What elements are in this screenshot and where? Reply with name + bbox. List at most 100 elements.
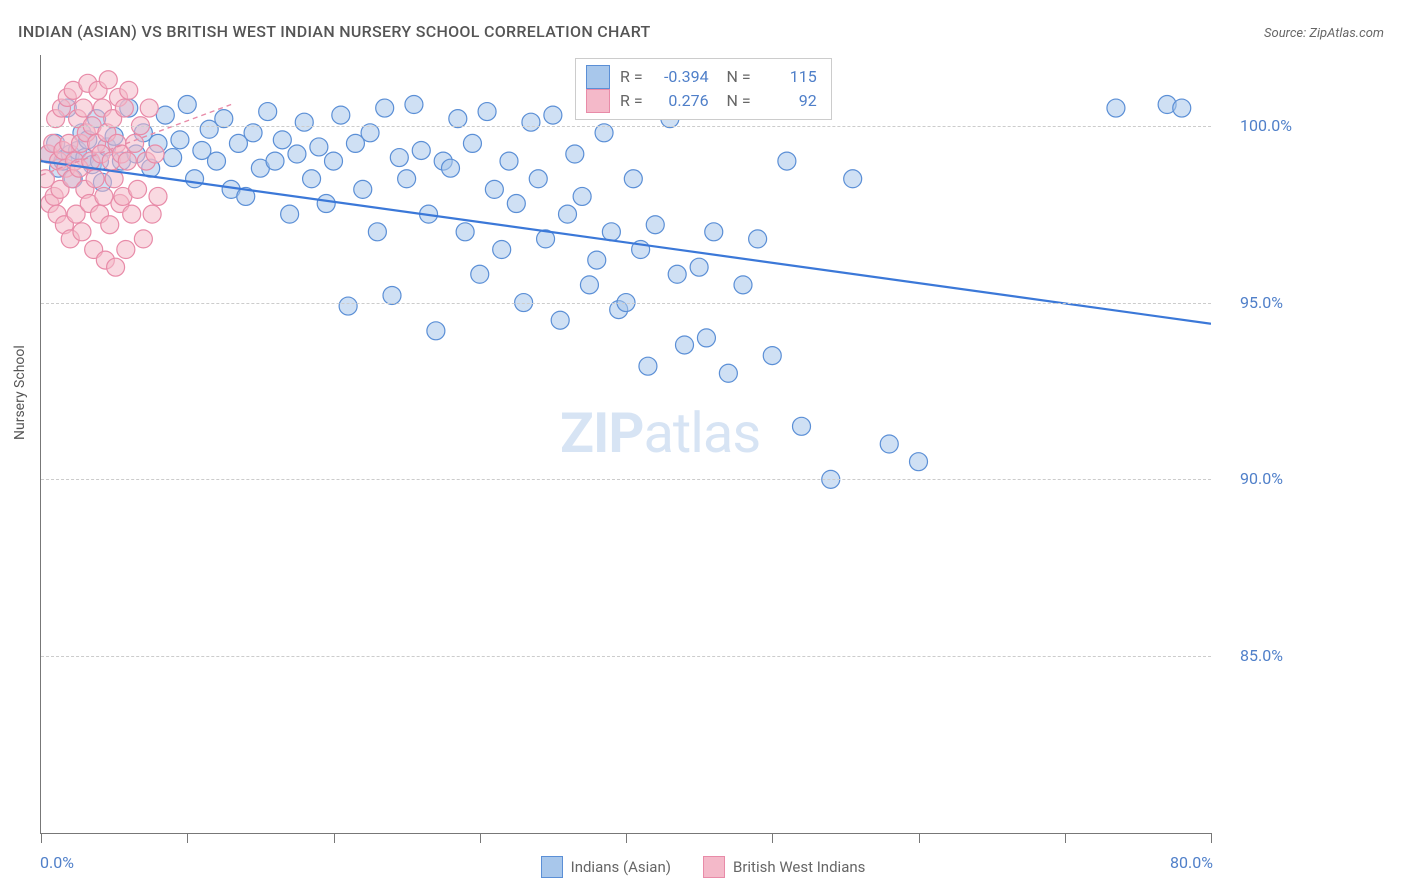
scatter-point [208,152,226,170]
scatter-point [463,134,481,152]
scatter-point [143,205,161,223]
scatter-point [186,170,204,188]
legend-item: British West Indians [703,856,865,878]
x-tick-label: 0.0% [40,853,74,872]
scatter-point [910,453,928,471]
scatter-point [120,81,138,99]
legend-label: British West Indians [733,858,865,876]
scatter-point [259,103,277,121]
scatter-point [544,106,562,124]
scatter-point [427,322,445,340]
legend-label: Indians (Asian) [571,858,671,876]
r-label: R = [620,65,643,89]
scatter-point [646,216,664,234]
scatter-point [339,297,357,315]
scatter-point [101,216,119,234]
info-row-series1: R = -0.394 N = 115 [586,65,817,89]
scatter-point [171,131,189,149]
scatter-point [86,170,104,188]
scatter-point [281,205,299,223]
y-tick-label: 100.0% [1240,116,1400,135]
scatter-point [117,241,135,259]
scatter-point [734,276,752,294]
y-tick-label: 85.0% [1240,646,1400,665]
scatter-point [140,99,158,117]
scatter-point [442,159,460,177]
scatter-point [522,113,540,131]
source-attribution: Source: ZipAtlas.com [1264,26,1384,41]
scatter-point [95,187,113,205]
legend-swatch [703,856,725,878]
scatter-point [844,170,862,188]
scatter-point [325,152,343,170]
scatter-point [390,149,408,167]
scatter-point [134,230,152,248]
scatter-point [602,223,620,241]
scatter-point [118,152,136,170]
scatter-point [156,106,174,124]
info-row-series2: R = 0.276 N = 92 [586,89,817,113]
scatter-point [500,152,518,170]
scatter-point [485,180,503,198]
scatter-point [74,99,92,117]
chart-title: INDIAN (ASIAN) VS BRITISH WEST INDIAN NU… [18,22,651,41]
scatter-point [478,103,496,121]
scatter-point [793,417,811,435]
scatter-point [529,170,547,188]
scatter-point [107,258,125,276]
scatter-point [288,145,306,163]
scatter-point [588,251,606,269]
n-label: N = [719,89,751,113]
scatter-point [332,106,350,124]
scatter-point [273,131,291,149]
scatter-point [310,138,328,156]
scatter-point [73,223,91,241]
scatter-point [639,357,657,375]
y-axis-label: Nursery School [12,345,28,440]
scatter-point [123,205,141,223]
scatter-point [368,223,386,241]
scatter-point [580,276,598,294]
scatter-point [1107,99,1125,117]
legend-item: Indians (Asian) [541,856,671,878]
scatter-point [676,336,694,354]
scatter-point [566,145,584,163]
r-value-1: -0.394 [653,65,709,89]
scatter-point [749,230,767,248]
scatter-point [697,329,715,347]
correlation-info-box: R = -0.394 N = 115 R = 0.276 N = 92 [575,58,832,120]
scatter-point [668,265,686,283]
scatter-point [624,170,642,188]
scatter-point [551,311,569,329]
scatter-point [880,435,898,453]
legend-swatch [541,856,563,878]
y-tick-label: 90.0% [1240,469,1400,488]
scatter-point [719,364,737,382]
r-value-2: 0.276 [653,89,709,113]
scatter-point [763,347,781,365]
scatter-point [398,170,416,188]
scatter-point [99,71,117,89]
scatter-point [303,170,321,188]
scatter-svg [41,55,1211,833]
y-tick-label: 95.0% [1240,293,1400,312]
scatter-point [146,145,164,163]
scatter-point [412,141,430,159]
scatter-point [507,195,525,213]
scatter-point [405,96,423,114]
scatter-point [295,113,313,131]
scatter-point [129,180,147,198]
scatter-point [456,223,474,241]
scatter-point [164,149,182,167]
scatter-point [1173,99,1191,117]
r-label: R = [620,89,643,113]
n-value-2: 92 [761,89,817,113]
plot-area [40,55,1211,834]
scatter-point [471,265,489,283]
scatter-point [317,195,335,213]
n-value-1: 115 [761,65,817,89]
info-swatch-2 [586,89,610,113]
scatter-point [376,99,394,117]
scatter-point [354,180,372,198]
scatter-point [778,152,796,170]
